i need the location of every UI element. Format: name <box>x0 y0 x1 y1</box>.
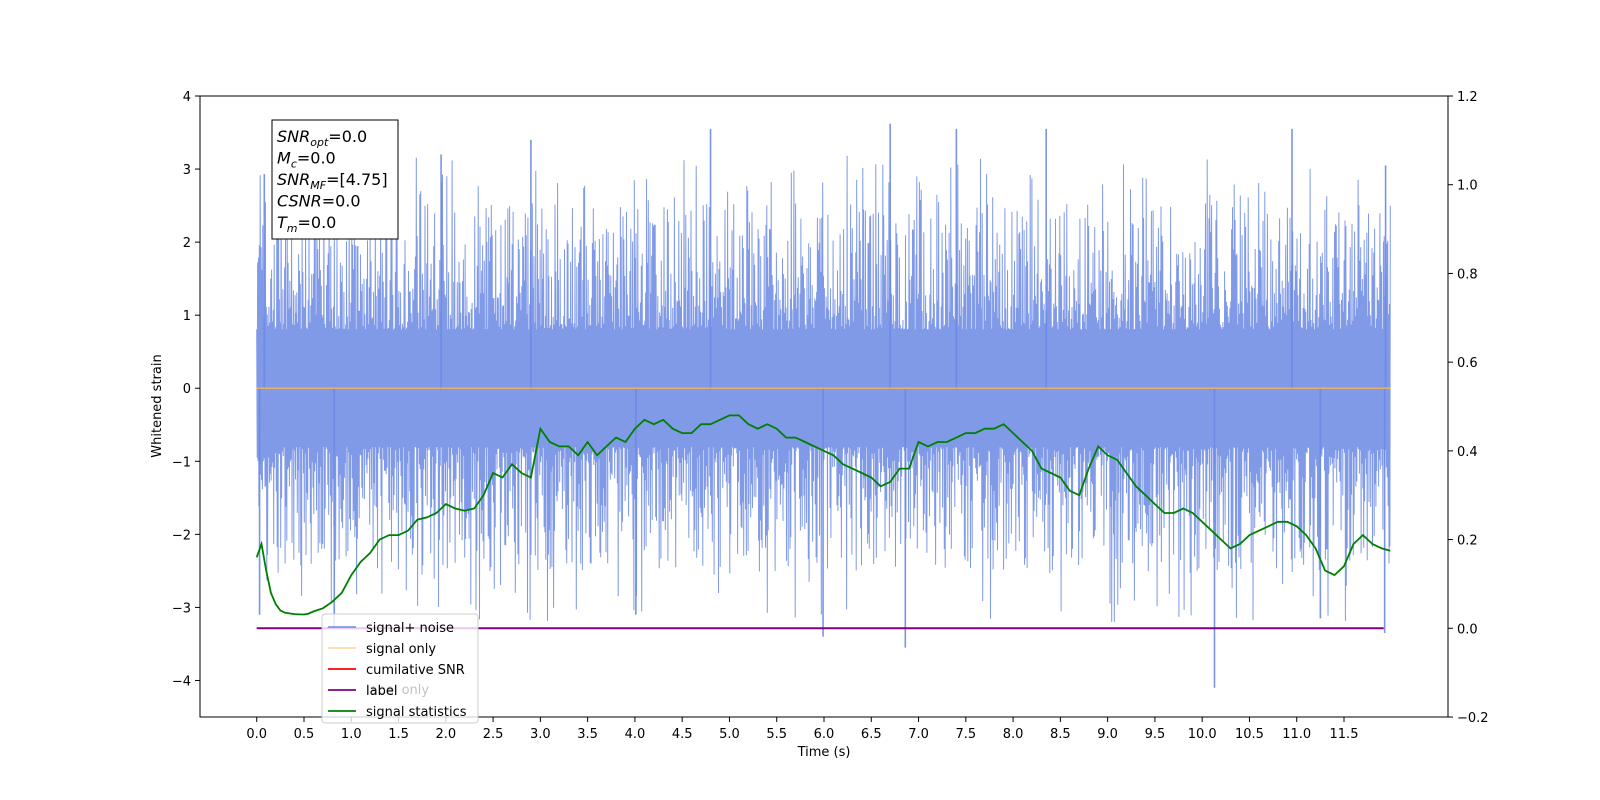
x-tick-label: 3.5 <box>577 727 598 742</box>
y-tick-label: −4 <box>172 674 191 689</box>
y-tick-label: 2 <box>183 236 191 251</box>
x-tick-label: 2.0 <box>435 727 456 742</box>
annotation-subscript: m <box>287 222 298 235</box>
x-tick-label: 5.0 <box>719 727 740 742</box>
legend-frame <box>321 613 479 724</box>
annotation-box: SNRopt=0.0Mc=0.0SNRMF=[4.75]CSNR=0.0Tm=0… <box>271 119 399 240</box>
y2-tick-label: 0.8 <box>1457 267 1478 282</box>
annotation-value: =0.0 <box>328 127 367 146</box>
x-tick-label: 9.0 <box>1097 727 1118 742</box>
legend-entry-label: signal+ noise <box>366 621 454 636</box>
x-tick-label: 11.5 <box>1330 727 1359 742</box>
annotation-symbol: M <box>277 149 291 168</box>
x-tick-label: 10.5 <box>1235 727 1264 742</box>
legend-ghost-text: label only <box>366 683 429 698</box>
annotation-subscript: MF <box>310 179 326 192</box>
y-tick-label: 1 <box>183 309 191 324</box>
annotation-subscript: opt <box>310 136 329 149</box>
y2-tick-label: −0.2 <box>1457 711 1489 726</box>
x-tick-label: 8.5 <box>1050 727 1071 742</box>
plot-area <box>255 123 1391 688</box>
annotation-value: =[4.75] <box>326 170 388 189</box>
x-tick-label: 0.5 <box>294 727 315 742</box>
x-axis-label: Time (s) <box>797 745 851 760</box>
annotation-value: =0.0 <box>297 149 336 168</box>
y-axis-label: Whitened strain <box>150 354 165 457</box>
x-tick-label: 6.5 <box>861 727 882 742</box>
x-tick-label: 6.0 <box>814 727 835 742</box>
x-tick-label: 9.5 <box>1145 727 1166 742</box>
x-tick-label: 10.0 <box>1188 727 1217 742</box>
annotation-symbol: SNR <box>277 170 310 189</box>
y-tick-label: 0 <box>183 382 191 397</box>
annotation-value: =0.0 <box>322 192 361 211</box>
annotation-line: SNRMF=[4.75] <box>277 170 388 192</box>
x-tick-label: 7.5 <box>955 727 976 742</box>
tick-layer: 0.0 0.5 1.0 1.5 2.0 2.5 3.0 3.5 4.0 4.5 5.0 5.5 6.0 6… <box>172 90 1489 742</box>
annotation-frame <box>271 119 399 240</box>
y2-tick-label: 0.6 <box>1457 356 1478 371</box>
x-tick-label: 4.5 <box>672 727 693 742</box>
legend-entry-label: signal only <box>366 642 436 657</box>
legend-entry-label: cumilative SNR <box>366 663 465 678</box>
legend-entry-label: label <box>366 684 397 699</box>
legend-entry-label: signal statistics <box>366 705 467 720</box>
series-signal-noise-trace <box>256 155 1391 622</box>
annotation-line: Tm=0.0 <box>277 213 336 235</box>
x-tick-label: 7.0 <box>908 727 929 742</box>
x-tick-label: 1.0 <box>341 727 362 742</box>
x-tick-label: 4.0 <box>625 727 646 742</box>
y2-tick-label: 1.0 <box>1457 179 1478 194</box>
annotation-symbol: SNR <box>277 127 310 146</box>
annotation-line: SNRopt=0.0 <box>277 127 367 149</box>
x-tick-label: 8.0 <box>1003 727 1024 742</box>
plot-layer <box>255 123 1391 688</box>
annotation-line: CSNR=0.0 <box>277 192 361 211</box>
x-tick-label: 11.0 <box>1282 727 1311 742</box>
annotation-line: Mc=0.0 <box>277 149 336 171</box>
legend: signal+ noise signal only cumilative SNR la… <box>321 613 479 724</box>
x-tick-label: 1.5 <box>388 727 409 742</box>
x-tick-label: 3.0 <box>530 727 551 742</box>
series-signal-statistics-line <box>255 414 1391 616</box>
y2-tick-label: 0.2 <box>1457 534 1478 549</box>
annotation-value: =0.0 <box>298 213 337 232</box>
y-tick-label: −3 <box>172 601 191 616</box>
y2-tick-label: 1.2 <box>1457 90 1478 105</box>
annotation-subscript: c <box>291 158 297 171</box>
x-tick-label: 2.5 <box>483 727 504 742</box>
y2-tick-label: 0.4 <box>1457 445 1478 460</box>
annotation-symbol: T <box>277 213 288 232</box>
y2-tick-label: 0.0 <box>1457 622 1478 637</box>
x-tick-label: 0.0 <box>246 727 267 742</box>
y-tick-label: −2 <box>172 528 191 543</box>
x-tick-label: 5.5 <box>766 727 787 742</box>
y-tick-label: 3 <box>183 163 191 178</box>
y-tick-label: 4 <box>183 90 191 105</box>
annotation-symbol: CSNR <box>277 192 322 211</box>
y-tick-label: −1 <box>172 455 191 470</box>
